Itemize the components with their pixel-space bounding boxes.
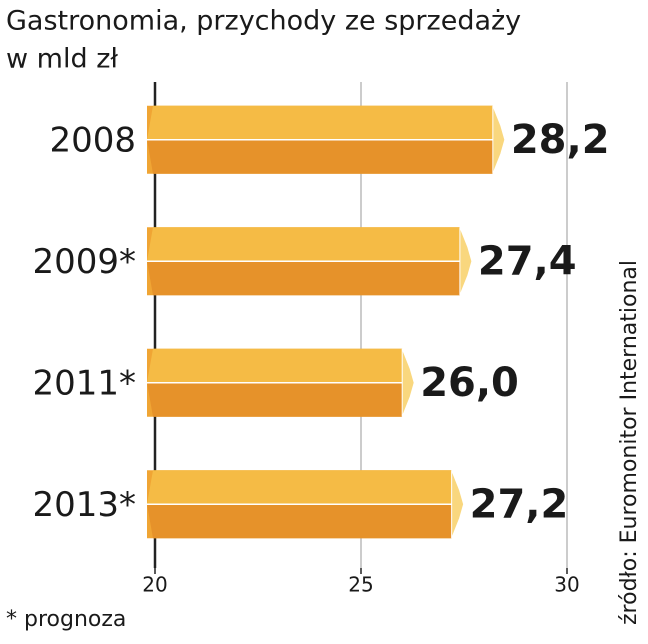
- value-label: 27,2: [470, 481, 569, 527]
- bar-top: [147, 227, 460, 262]
- value-label: 26,0: [420, 360, 519, 406]
- bar-cap: [401, 348, 415, 417]
- bar-bottom: [147, 382, 403, 417]
- chart-title: Gastronomia, przychody ze sprzedaży: [6, 6, 521, 37]
- plot: 2008 28,2 2009* 27,4 2011* 26,0 2013* 27,2: [32, 105, 610, 539]
- chart-subtitle: w mld zł: [6, 44, 118, 75]
- category-label: 2011*: [32, 363, 136, 403]
- category-label: 2009*: [32, 242, 136, 282]
- bar-bottom: [147, 504, 452, 539]
- bar-top: [147, 105, 493, 140]
- value-label: 28,2: [511, 117, 610, 163]
- value-label: 27,4: [478, 238, 577, 284]
- note: * prognoza: [6, 607, 126, 632]
- category-label: 2013*: [32, 485, 136, 525]
- bar-cap: [492, 105, 506, 174]
- bar-top: [147, 470, 452, 505]
- bar-bottom: [147, 261, 460, 296]
- bar-top: [147, 348, 403, 383]
- bar-cap: [459, 227, 473, 296]
- category-label: 2008: [49, 120, 136, 160]
- source: źródło: Euromonitor International: [617, 260, 642, 625]
- x-tick-label: 30: [554, 573, 579, 597]
- x-tick-label: 20: [142, 573, 167, 597]
- bar-bottom: [147, 139, 493, 174]
- x-tick-label: 25: [348, 573, 373, 597]
- bar-cap: [451, 470, 465, 539]
